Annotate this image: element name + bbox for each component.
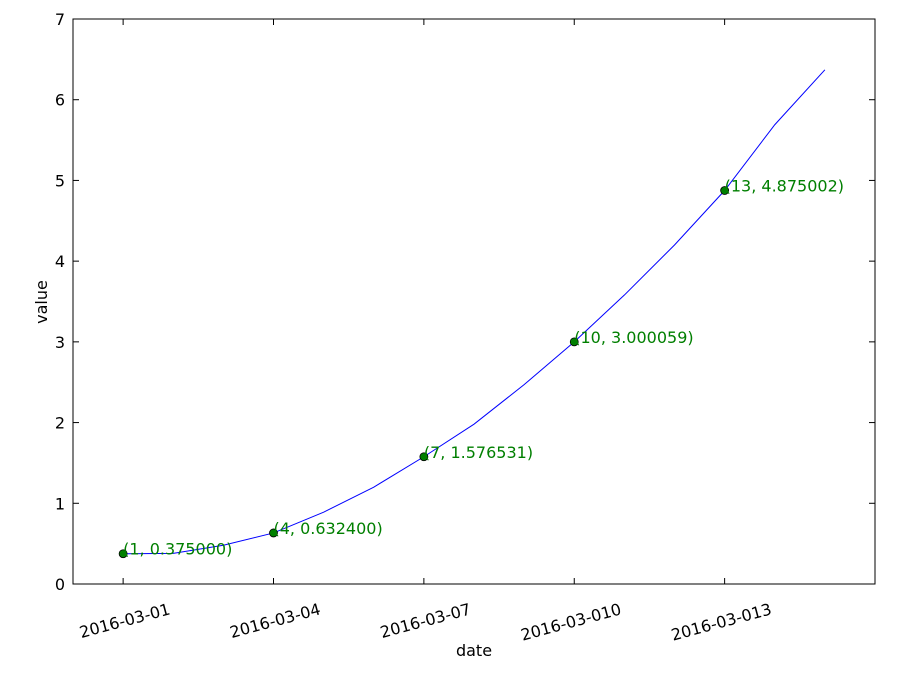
line [123,69,826,555]
plot-frame [72,18,876,585]
y-tick-label: 5 [55,171,65,190]
y-tick-label: 6 [55,91,65,110]
y-tick-label: 3 [55,333,65,352]
point-annotation: (1, 0.375000) [123,540,232,559]
point-marker [419,452,429,462]
point-annotation: (13, 4.875002) [725,177,844,196]
point-marker [269,528,278,538]
y-tick-label: 4 [55,252,65,271]
y-tick-label: 2 [55,414,65,433]
y-tick-label: 1 [55,494,65,513]
point-annotation: (4, 0.632400) [274,519,383,538]
y-axis-label: value [32,280,51,324]
point-annotation: (10, 3.000059) [574,328,693,347]
point-marker [720,186,730,195]
y-tick-label: 0 [55,575,65,594]
x-axis-label: date [456,641,492,660]
point-marker [569,337,579,347]
point-annotation: (7, 1.576531) [424,443,533,462]
y-tick-label: 7 [55,10,65,29]
point-marker [118,549,128,559]
